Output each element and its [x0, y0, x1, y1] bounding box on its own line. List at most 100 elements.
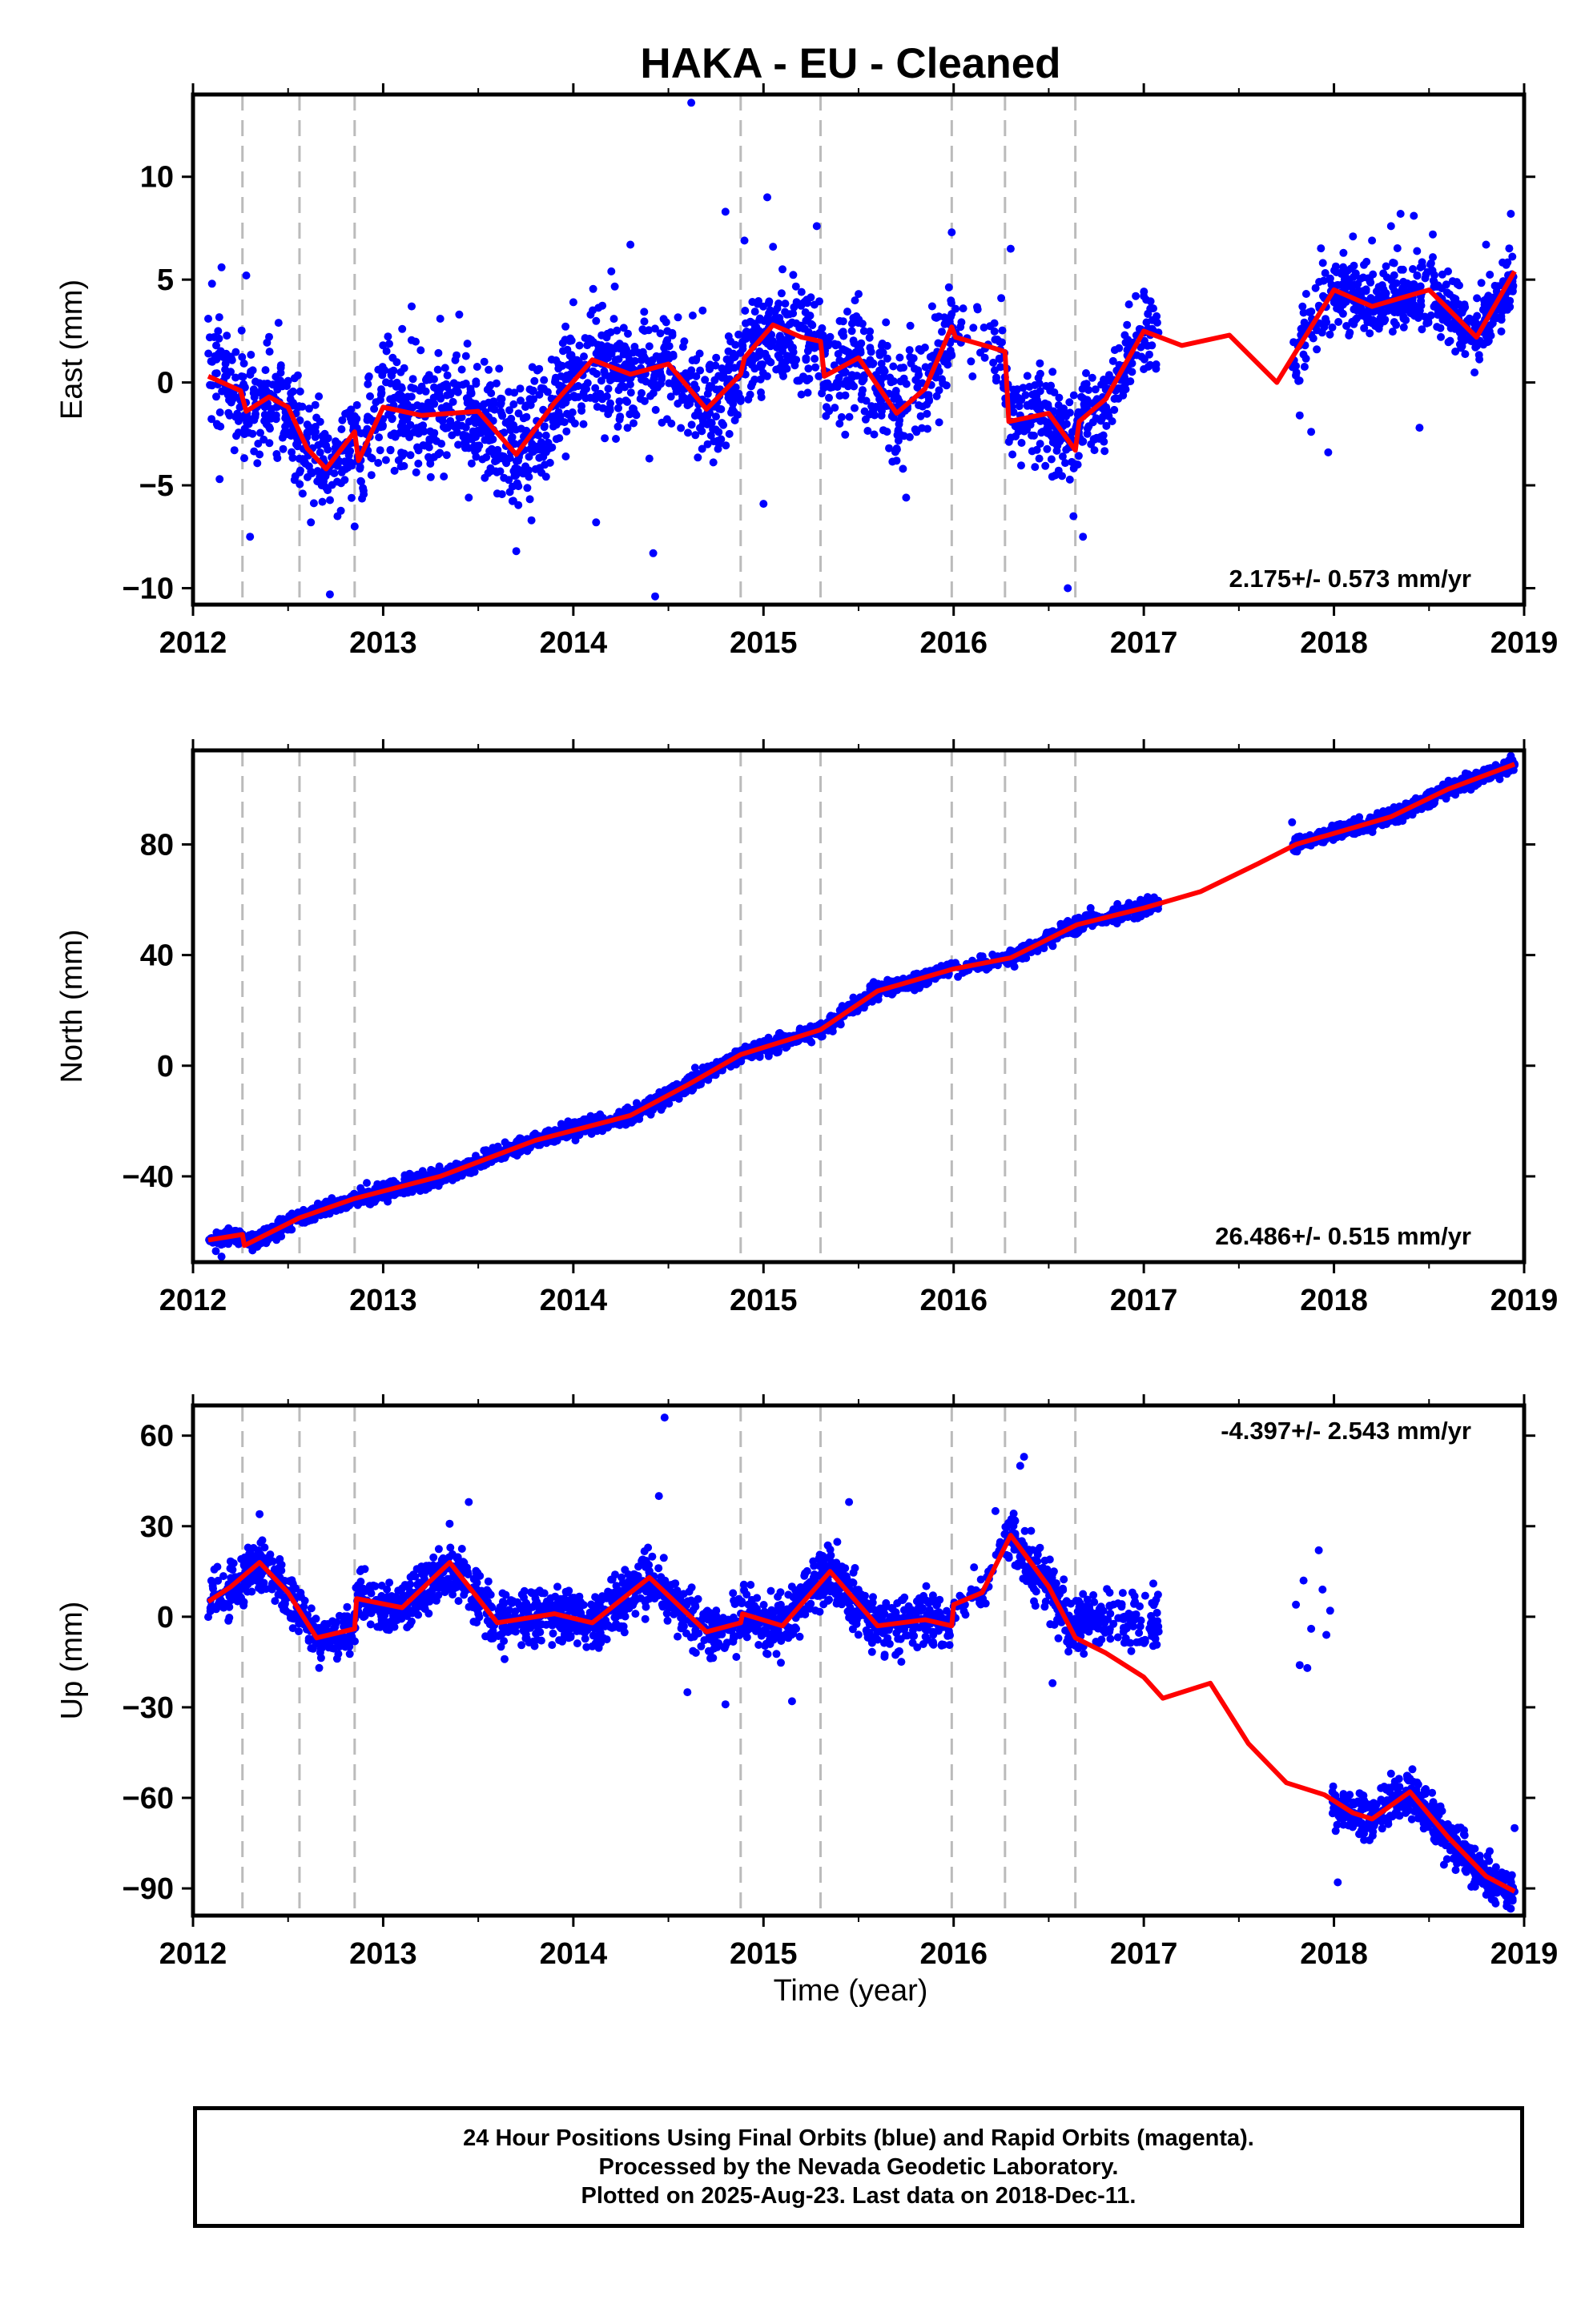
east-point: [449, 379, 458, 388]
north-point: [217, 1240, 226, 1249]
east-point: [1507, 210, 1515, 218]
east-point: [1362, 257, 1371, 266]
east-point: [750, 376, 759, 384]
east-point: [1386, 222, 1395, 231]
east-point: [1382, 262, 1390, 271]
east-point: [1110, 395, 1119, 403]
east-point: [1351, 316, 1360, 324]
east-point: [896, 377, 905, 386]
east-point: [1300, 363, 1309, 371]
east-point: [792, 298, 801, 307]
east-point: [365, 414, 374, 423]
east-point: [592, 316, 601, 325]
east-point: [883, 354, 891, 363]
east-point: [1295, 411, 1304, 420]
east-point: [399, 399, 408, 408]
east-point: [436, 448, 445, 457]
east-point: [1349, 232, 1358, 241]
east-point: [561, 397, 569, 406]
east-point: [562, 427, 571, 436]
east-point: [1321, 315, 1330, 324]
east-point: [1080, 403, 1089, 411]
east-point: [279, 444, 288, 453]
east-point: [356, 464, 364, 473]
east-point: [651, 592, 659, 601]
east-point: [325, 590, 334, 599]
east-point: [1324, 448, 1333, 456]
east-point: [598, 301, 607, 310]
east-point: [426, 460, 435, 468]
east-point: [541, 431, 550, 440]
east-point: [858, 390, 866, 399]
east-point: [894, 394, 902, 403]
east-point: [851, 404, 859, 412]
east-point: [1014, 396, 1023, 404]
east-point: [240, 430, 249, 439]
north-point: [867, 983, 876, 991]
east-point: [1298, 302, 1307, 311]
east-point: [990, 319, 999, 328]
east-point: [589, 306, 597, 315]
east-point: [871, 403, 880, 411]
east-point: [1433, 323, 1442, 332]
east-point: [326, 496, 334, 505]
east-point: [467, 389, 476, 398]
east-point: [877, 360, 886, 368]
east-y-tick-label: −5: [139, 469, 174, 503]
east-point: [847, 320, 856, 328]
east-point: [1336, 303, 1345, 312]
east-point: [968, 372, 977, 380]
east-rate-label: 2.175+/- 0.573 mm/yr: [1229, 565, 1471, 593]
east-point: [613, 326, 622, 335]
east-point: [214, 327, 223, 336]
east-point: [544, 438, 553, 447]
east-point: [883, 428, 891, 436]
east-point: [969, 324, 978, 332]
east-point: [778, 265, 786, 274]
east-point: [895, 416, 904, 424]
east-point: [640, 327, 649, 336]
east-point: [251, 410, 259, 418]
east-points: [204, 99, 1518, 601]
east-point: [698, 306, 707, 315]
east-point: [862, 396, 871, 405]
east-point: [1368, 236, 1377, 245]
east-point: [891, 387, 900, 395]
east-point: [207, 279, 216, 288]
east-point: [514, 409, 523, 418]
east-point: [615, 397, 624, 406]
east-point: [311, 400, 320, 409]
east-point: [882, 318, 891, 327]
east-point: [860, 407, 869, 416]
east-point: [516, 384, 525, 393]
east-point: [212, 369, 221, 378]
east-point: [818, 324, 827, 332]
east-point: [509, 497, 517, 505]
east-point: [927, 302, 936, 311]
east-point: [1146, 297, 1155, 306]
east-point: [298, 402, 307, 411]
east-point: [400, 429, 408, 438]
east-point: [786, 339, 794, 348]
east-point: [696, 412, 705, 420]
east-point: [751, 329, 760, 338]
east-point: [497, 399, 505, 408]
east-point: [461, 352, 470, 360]
east-point: [540, 376, 549, 384]
east-point: [1065, 398, 1074, 407]
east-point: [597, 376, 605, 385]
east-point: [1038, 428, 1047, 436]
east-point: [601, 434, 609, 443]
east-point: [407, 336, 416, 344]
east-point: [1408, 296, 1417, 304]
east-point: [352, 400, 361, 409]
east-point: [556, 412, 565, 420]
east-point: [1108, 356, 1117, 365]
north-point: [805, 1035, 814, 1044]
east-point: [1100, 437, 1108, 446]
east-point: [795, 324, 804, 332]
east-point: [746, 390, 754, 399]
east-point: [217, 263, 226, 271]
east-point: [473, 363, 481, 371]
east-point: [604, 384, 613, 393]
